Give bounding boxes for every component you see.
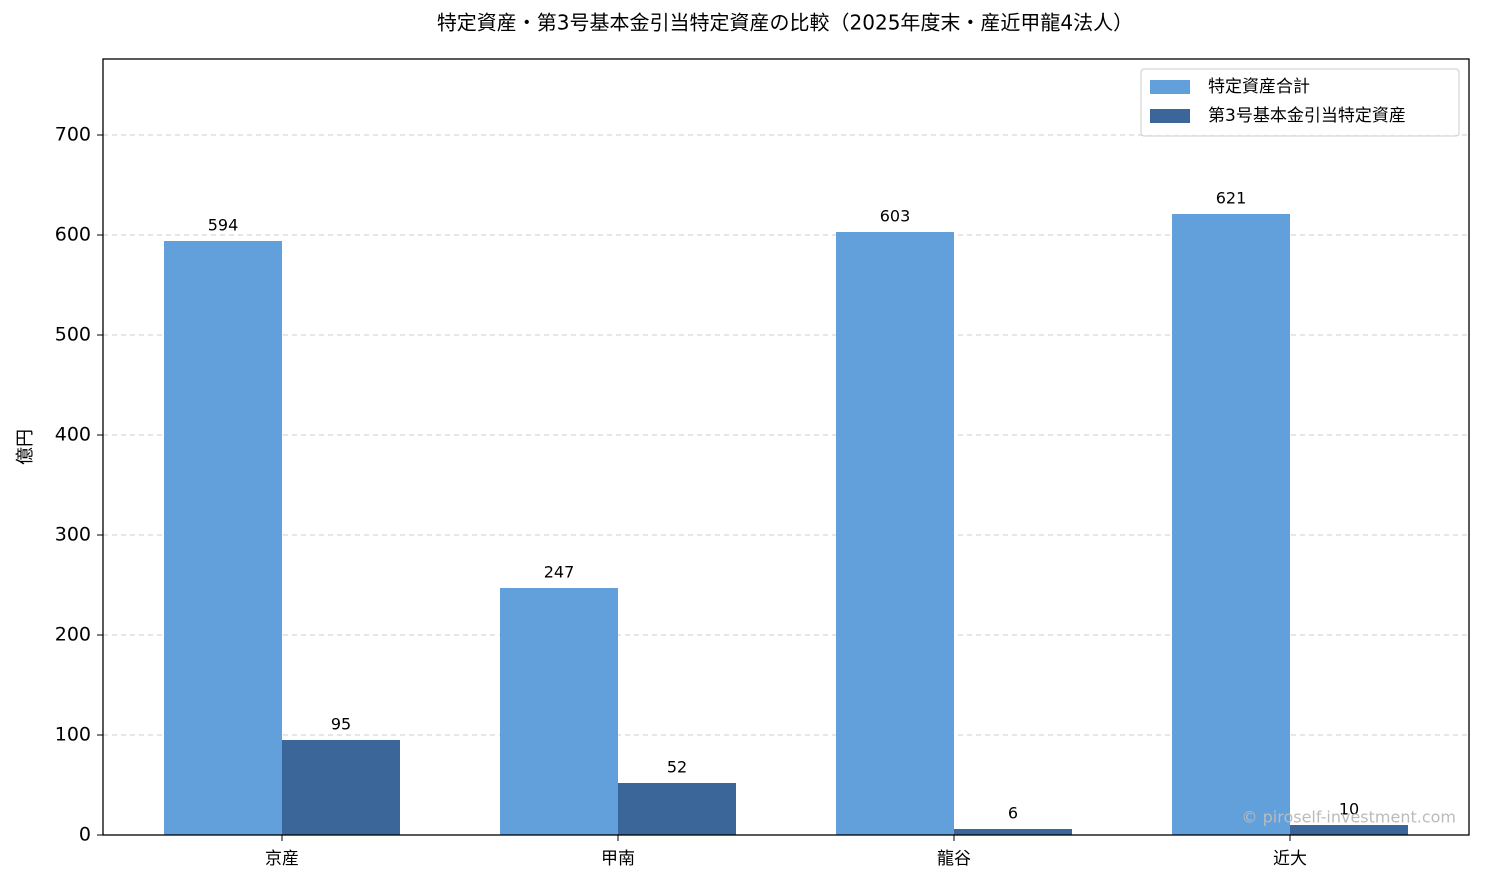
y-tick-label: 0 xyxy=(79,824,91,846)
y-tick-label: 100 xyxy=(55,724,91,746)
bar xyxy=(836,232,954,835)
x-tick-label: 京産 xyxy=(265,849,299,869)
y-tick-label: 400 xyxy=(55,424,91,446)
value-label: 247 xyxy=(544,563,575,582)
x-tick-label: 龍谷 xyxy=(937,849,971,869)
value-label: 594 xyxy=(208,216,239,235)
value-label: 10 xyxy=(1339,800,1359,819)
legend-label: 第3号基本金引当特定資産 xyxy=(1208,106,1406,126)
watermark: © piroself-investment.com xyxy=(1242,808,1456,827)
legend-swatch xyxy=(1150,80,1190,94)
legend-swatch xyxy=(1150,109,1190,123)
bar xyxy=(954,829,1072,835)
value-label: 52 xyxy=(667,758,687,777)
y-tick-label: 500 xyxy=(55,324,91,346)
bar xyxy=(164,241,282,835)
legend-label: 特定資産合計 xyxy=(1208,77,1310,97)
bar xyxy=(1172,214,1290,835)
value-label: 603 xyxy=(880,207,911,226)
y-tick-label: 700 xyxy=(55,124,91,146)
value-label: 95 xyxy=(331,715,351,734)
x-tick-label: 甲南 xyxy=(601,849,635,869)
y-axis-label: 億円 xyxy=(15,429,36,465)
bar xyxy=(282,740,400,835)
y-tick-label: 300 xyxy=(55,524,91,546)
y-tick-label: 600 xyxy=(55,224,91,246)
legend-box xyxy=(1140,68,1460,137)
value-label: 621 xyxy=(1216,189,1247,208)
x-tick-label: 近大 xyxy=(1273,849,1307,869)
bar xyxy=(618,783,736,835)
chart-title: 特定資産・第3号基本金引当特定資産の比較（2025年度末・産近甲龍4法人） xyxy=(437,11,1133,35)
bar xyxy=(500,588,618,835)
y-tick-label: 200 xyxy=(55,624,91,646)
bar xyxy=(1290,825,1408,835)
value-label: 6 xyxy=(1008,804,1018,823)
plot-frame xyxy=(102,58,1470,836)
